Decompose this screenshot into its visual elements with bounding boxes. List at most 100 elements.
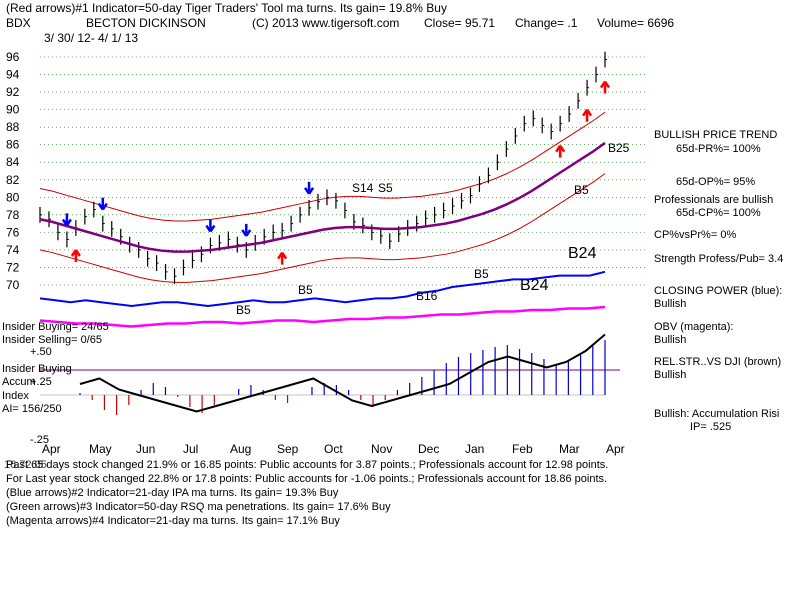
month-jun-2: Jun [136, 442, 155, 456]
ip-value: IP= .525 [690, 421, 732, 433]
insider-buying-count: Insider Buying= 24/65 [2, 321, 109, 333]
y-tick-76: 76 [6, 225, 20, 239]
y-tick-90: 90 [6, 103, 20, 117]
month-apr-0: Apr [42, 442, 61, 456]
insider-buying-label: Insider Buying [2, 363, 72, 375]
accum-status: Bullish: Accumulation Risi [654, 408, 780, 420]
y-tick-84: 84 [6, 155, 20, 169]
y-tick-70: 70 [6, 278, 20, 292]
relstr-state: Bullish [654, 369, 687, 381]
red-buy-arrow [277, 251, 288, 265]
month-mar-11: Mar [559, 442, 580, 456]
copyright: (C) 2013 www.tigersoft.com [252, 16, 400, 30]
obv-line [39, 305, 606, 328]
obv-line [39, 305, 606, 328]
blue-signal-arrow [61, 213, 72, 227]
red-buy-arrow [555, 144, 566, 158]
signal-annotations: S14 S5 B5 B5 B16 B5 B24 B24 B25 B5 [236, 141, 630, 317]
blue-signal-arrow [241, 223, 252, 237]
price-axis-labels: 96 94 92 90 88 86 84 82 80 78 76 74 72 70 [6, 50, 20, 292]
price-gridlines [40, 56, 645, 286]
y-tick-92: 92 [6, 85, 20, 99]
month-jan-9: Jan [465, 442, 484, 456]
annotation-b24: B24 [568, 245, 597, 262]
annotation-b5: B5 [298, 283, 313, 297]
annotation-b25: B25 [608, 141, 630, 155]
red-buy-arrow [599, 80, 611, 94]
annotation-b24: B24 [520, 277, 549, 294]
upper-band [39, 111, 606, 222]
time-overprint: 16.72.05 [4, 459, 47, 471]
footer-line5: (Magenta arrows)#4 Indicator=21-day ma t… [6, 515, 340, 527]
closing-power-state: Bullish [654, 298, 687, 310]
pr-percent: 65d-PR%= 100% [676, 143, 761, 155]
relstr-label: REL.STR..VS DJI (brown) [654, 356, 782, 368]
y-tick-94: 94 [6, 68, 20, 82]
month-sep-5: Sep [277, 442, 299, 456]
moving-average [39, 141, 606, 253]
month-apr-12: Apr [606, 442, 625, 456]
y-tick-82: 82 [6, 173, 20, 187]
accum-label: Accum [2, 376, 36, 388]
obv-label: OBV (magenta): [654, 321, 734, 333]
trend-title: BULLISH PRICE TREND [654, 129, 778, 141]
close-price: Close= 95.71 [424, 16, 496, 30]
blue-signal-arrow [304, 181, 315, 195]
volume: Volume= 6696 [597, 16, 675, 30]
month-oct-6: Oct [324, 442, 343, 456]
closing-power-line [39, 270, 606, 308]
month-axis-labels: Apr May Jun Jul Aug Sep Oct Nov Dec Jan Feb Mar Apr [42, 442, 625, 456]
footer-line1: Past 65 days stock changed 21.9% or 16.8… [6, 459, 609, 471]
indicator1-line: (Red arrows)#1 Indicator=50-day Tiger Tr… [6, 1, 447, 15]
month-may-1: May [89, 442, 112, 456]
insider-selling-count: Insider Selling= 0/65 [2, 334, 102, 346]
red-buy-arrow [582, 108, 593, 122]
annotation-b5: B5 [236, 303, 251, 317]
cp-percent: 65d-CP%= 100% [676, 207, 761, 219]
closing-power-line [39, 270, 606, 308]
index-label: Index [2, 390, 29, 402]
ma50-line [39, 141, 606, 253]
y-tick-88: 88 [6, 120, 20, 134]
op-percent: 65d-OP%= 95% [676, 176, 756, 188]
y-tick-80: 80 [6, 190, 20, 204]
month-aug-4: Aug [230, 442, 251, 456]
y-tick-72: 72 [6, 260, 20, 274]
accumulation-index [40, 333, 620, 415]
price-bands [39, 111, 606, 283]
annotation-b5: B5 [474, 267, 489, 281]
signal-arrows [61, 80, 611, 265]
accum-plus25: +.25 [30, 376, 52, 388]
month-feb-10: Feb [512, 442, 533, 456]
annotation-b16: B16 [416, 289, 438, 303]
accum-minus25: -.25 [30, 434, 49, 446]
blue-signal-arrow [205, 219, 216, 233]
footer-line3: (Blue arrows)#2 Indicator=21-day IPA ma … [6, 487, 339, 499]
month-dec-8: Dec [418, 442, 439, 456]
annotation-b5: B5 [574, 183, 589, 197]
footer-line4: (Green arrows)#3 Indicator=50-day RSQ ma… [6, 501, 391, 513]
obv-state: Bullish [654, 334, 687, 346]
red-buy-arrow [70, 249, 81, 262]
accum-plus50: +.50 [30, 346, 52, 358]
y-tick-96: 96 [6, 50, 20, 64]
professionals-status: Professionals are bullish [654, 194, 774, 206]
company-name: BECTON DICKINSON [86, 16, 206, 30]
price-bars [39, 51, 607, 285]
date-range: 3/ 30/ 12- 4/ 1/ 13 [44, 31, 139, 45]
month-jul-3: Jul [183, 442, 198, 456]
month-nov-7: Nov [371, 442, 392, 456]
lower-band [39, 173, 606, 283]
price-change: Change= .1 [515, 16, 578, 30]
ai-value: AI= 156/250 [2, 403, 62, 415]
annotation-s14: S14 [352, 181, 374, 195]
y-tick-86: 86 [6, 138, 20, 152]
annotation-s5: S5 [378, 181, 393, 195]
strength-ratio: Strength Profess/Pub= 3.4 [654, 253, 784, 265]
footer-line2: For Last year stock changed 22.8% or 17.… [6, 473, 608, 485]
blue-signal-arrow [97, 197, 108, 211]
ticker-symbol: BDX [6, 16, 31, 30]
cp-vs-pr: CP%vsPr%= 0% [654, 229, 737, 241]
closing-power-label: CLOSING POWER (blue): [654, 285, 783, 297]
